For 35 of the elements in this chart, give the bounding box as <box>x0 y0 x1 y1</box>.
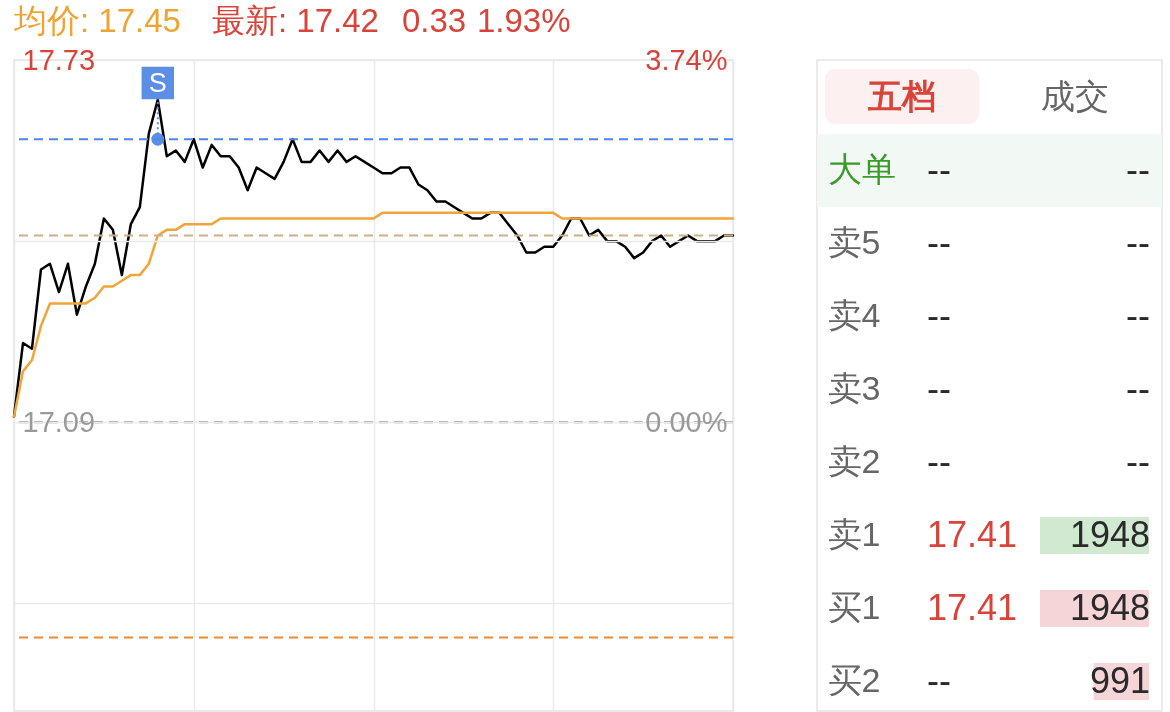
y-tick-label: 买1 <box>827 587 881 626</box>
text: 均价: 17.45 <box>13 2 181 39</box>
y-tick-label: 卖3 <box>827 368 881 407</box>
text: 成交 <box>1041 77 1109 115</box>
y-tick-label: 17.73 <box>22 43 96 76</box>
text: 0.33 <box>402 2 467 39</box>
y2-tick-label: -- <box>927 294 951 336</box>
y2-tick-label: 3.74% <box>645 43 728 76</box>
y-tick-label: 卖1 <box>827 514 881 553</box>
data-label: 1948 <box>1069 586 1150 628</box>
y2-tick-label: -- <box>927 367 951 409</box>
y2-tick-label: 0.00% <box>645 405 728 438</box>
text: -- <box>1126 367 1150 409</box>
text: -- <box>1126 148 1150 190</box>
text: 最新: 17.42 <box>212 2 379 39</box>
series-label: S <box>148 68 167 98</box>
y-tick-label: 卖4 <box>827 295 881 334</box>
text: -- <box>1126 440 1150 482</box>
y-tick-label: 卖5 <box>827 222 881 261</box>
y-tick-label: 卖2 <box>827 441 881 480</box>
data-label: 991 <box>1089 659 1150 701</box>
y2-tick-label: -- <box>927 221 951 263</box>
text: 五档 <box>867 77 936 115</box>
y2-tick-label: -- <box>927 440 951 482</box>
y-tick-label: 17.09 <box>22 405 96 438</box>
text: -- <box>1126 294 1150 336</box>
y2-tick-label: -- <box>927 148 951 190</box>
y2-tick-label: -- <box>927 659 951 701</box>
y-tick-label: 买2 <box>827 660 881 699</box>
y2-tick-label: 17.41 <box>927 513 1018 555</box>
y2-tick-label: 17.41 <box>927 586 1018 628</box>
text: -- <box>1126 221 1150 263</box>
data-label: 1948 <box>1069 513 1150 555</box>
text: 1.93% <box>477 2 571 39</box>
y-tick-label: 大单 <box>827 149 896 188</box>
